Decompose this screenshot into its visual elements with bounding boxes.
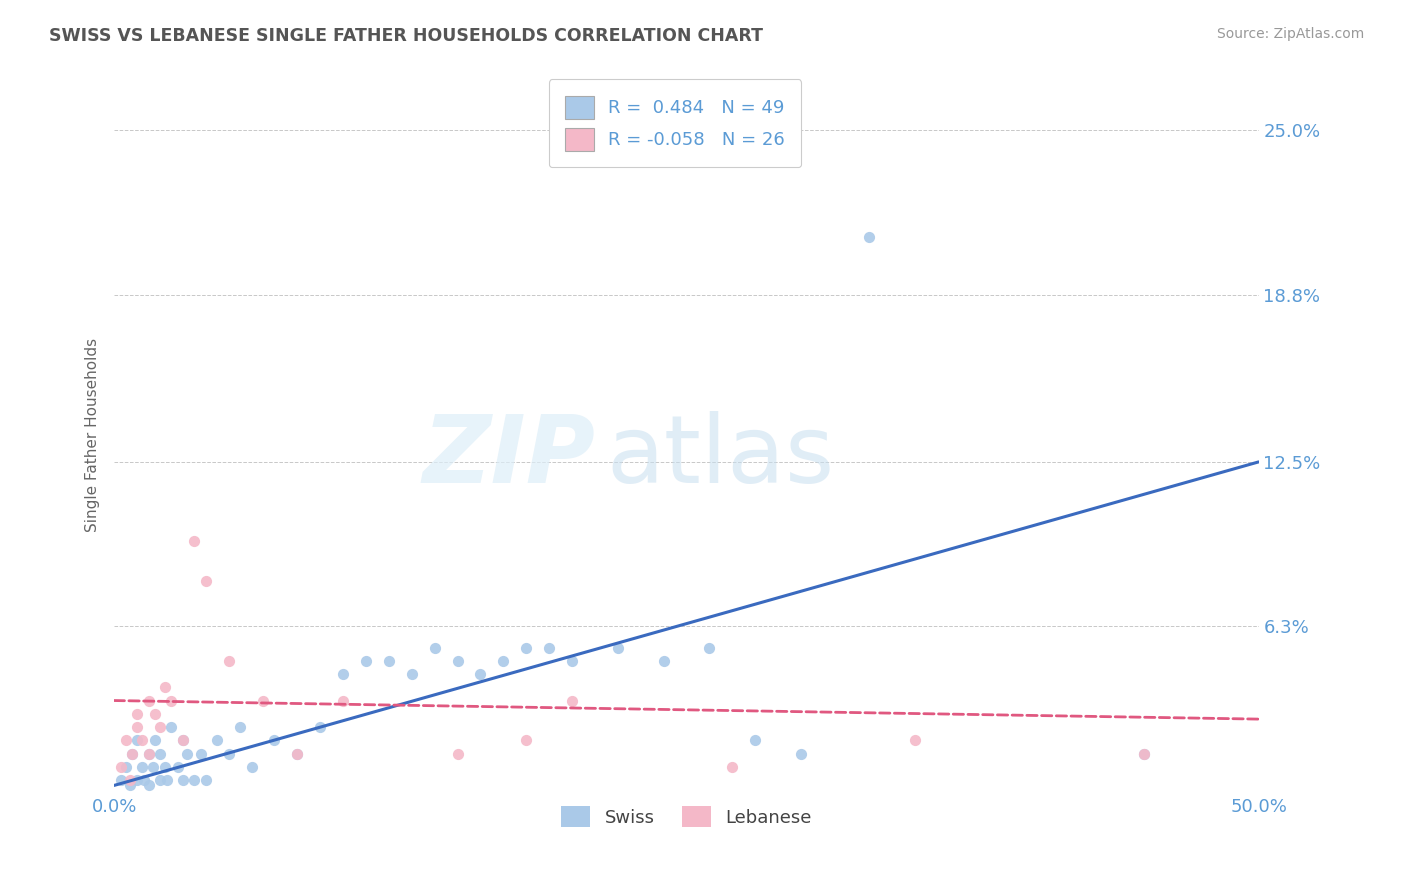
Point [120,778,142,792]
Point [131,733,153,747]
Point [125,720,148,734]
Point [125,706,148,721]
Point [423,640,446,655]
Point [145,733,167,747]
Point [252,693,274,707]
Point [561,654,583,668]
Point [176,747,198,761]
Point [470,667,492,681]
Point [378,654,401,668]
Point [131,760,153,774]
Point [190,747,212,761]
Point [858,229,880,244]
Point [138,747,160,761]
Point [160,693,183,707]
Y-axis label: Single Father Households: Single Father Households [86,338,100,533]
Point [332,667,354,681]
Point [309,720,332,734]
Point [285,747,308,761]
Point [172,773,194,788]
Point [183,773,205,788]
Point [121,747,143,761]
Point [218,747,240,761]
Point [172,733,194,747]
Point [149,773,172,788]
Point [138,693,160,707]
Point [606,640,628,655]
Text: atlas: atlas [606,411,835,503]
Text: Source: ZipAtlas.com: Source: ZipAtlas.com [1216,27,1364,41]
Point [153,681,176,695]
Point [138,747,160,761]
Point [515,640,537,655]
Point [354,654,377,668]
Point [153,760,176,774]
Point [904,733,927,747]
Point [218,654,240,668]
Point [652,654,675,668]
Point [1133,747,1156,761]
Point [125,773,148,788]
Point [1133,747,1156,761]
Point [401,667,423,681]
Point [332,693,354,707]
Point [446,654,468,668]
Point [697,640,720,655]
Point [114,733,136,747]
Point [142,760,165,774]
Point [110,760,132,774]
Point [120,773,142,788]
Point [138,778,160,792]
Point [167,760,190,774]
Point [149,747,172,761]
Text: SWISS VS LEBANESE SINGLE FATHER HOUSEHOLDS CORRELATION CHART: SWISS VS LEBANESE SINGLE FATHER HOUSEHOL… [49,27,763,45]
Point [125,733,148,747]
Point [205,733,228,747]
Point [285,747,308,761]
Point [263,733,285,747]
Point [145,706,167,721]
Point [121,747,143,761]
Point [446,747,468,761]
Point [110,773,132,788]
Point [744,733,766,747]
Point [156,773,179,788]
Point [194,773,217,788]
Point [194,574,217,589]
Legend: Swiss, Lebanese: Swiss, Lebanese [554,799,818,834]
Point [114,760,136,774]
Point [172,733,194,747]
Point [229,720,252,734]
Point [149,720,172,734]
Point [132,773,155,788]
Text: ZIP: ZIP [422,411,595,503]
Point [240,760,263,774]
Point [721,760,744,774]
Point [160,720,183,734]
Point [183,534,205,549]
Point [492,654,515,668]
Point [515,733,537,747]
Point [790,747,813,761]
Point [538,640,561,655]
Point [561,693,583,707]
